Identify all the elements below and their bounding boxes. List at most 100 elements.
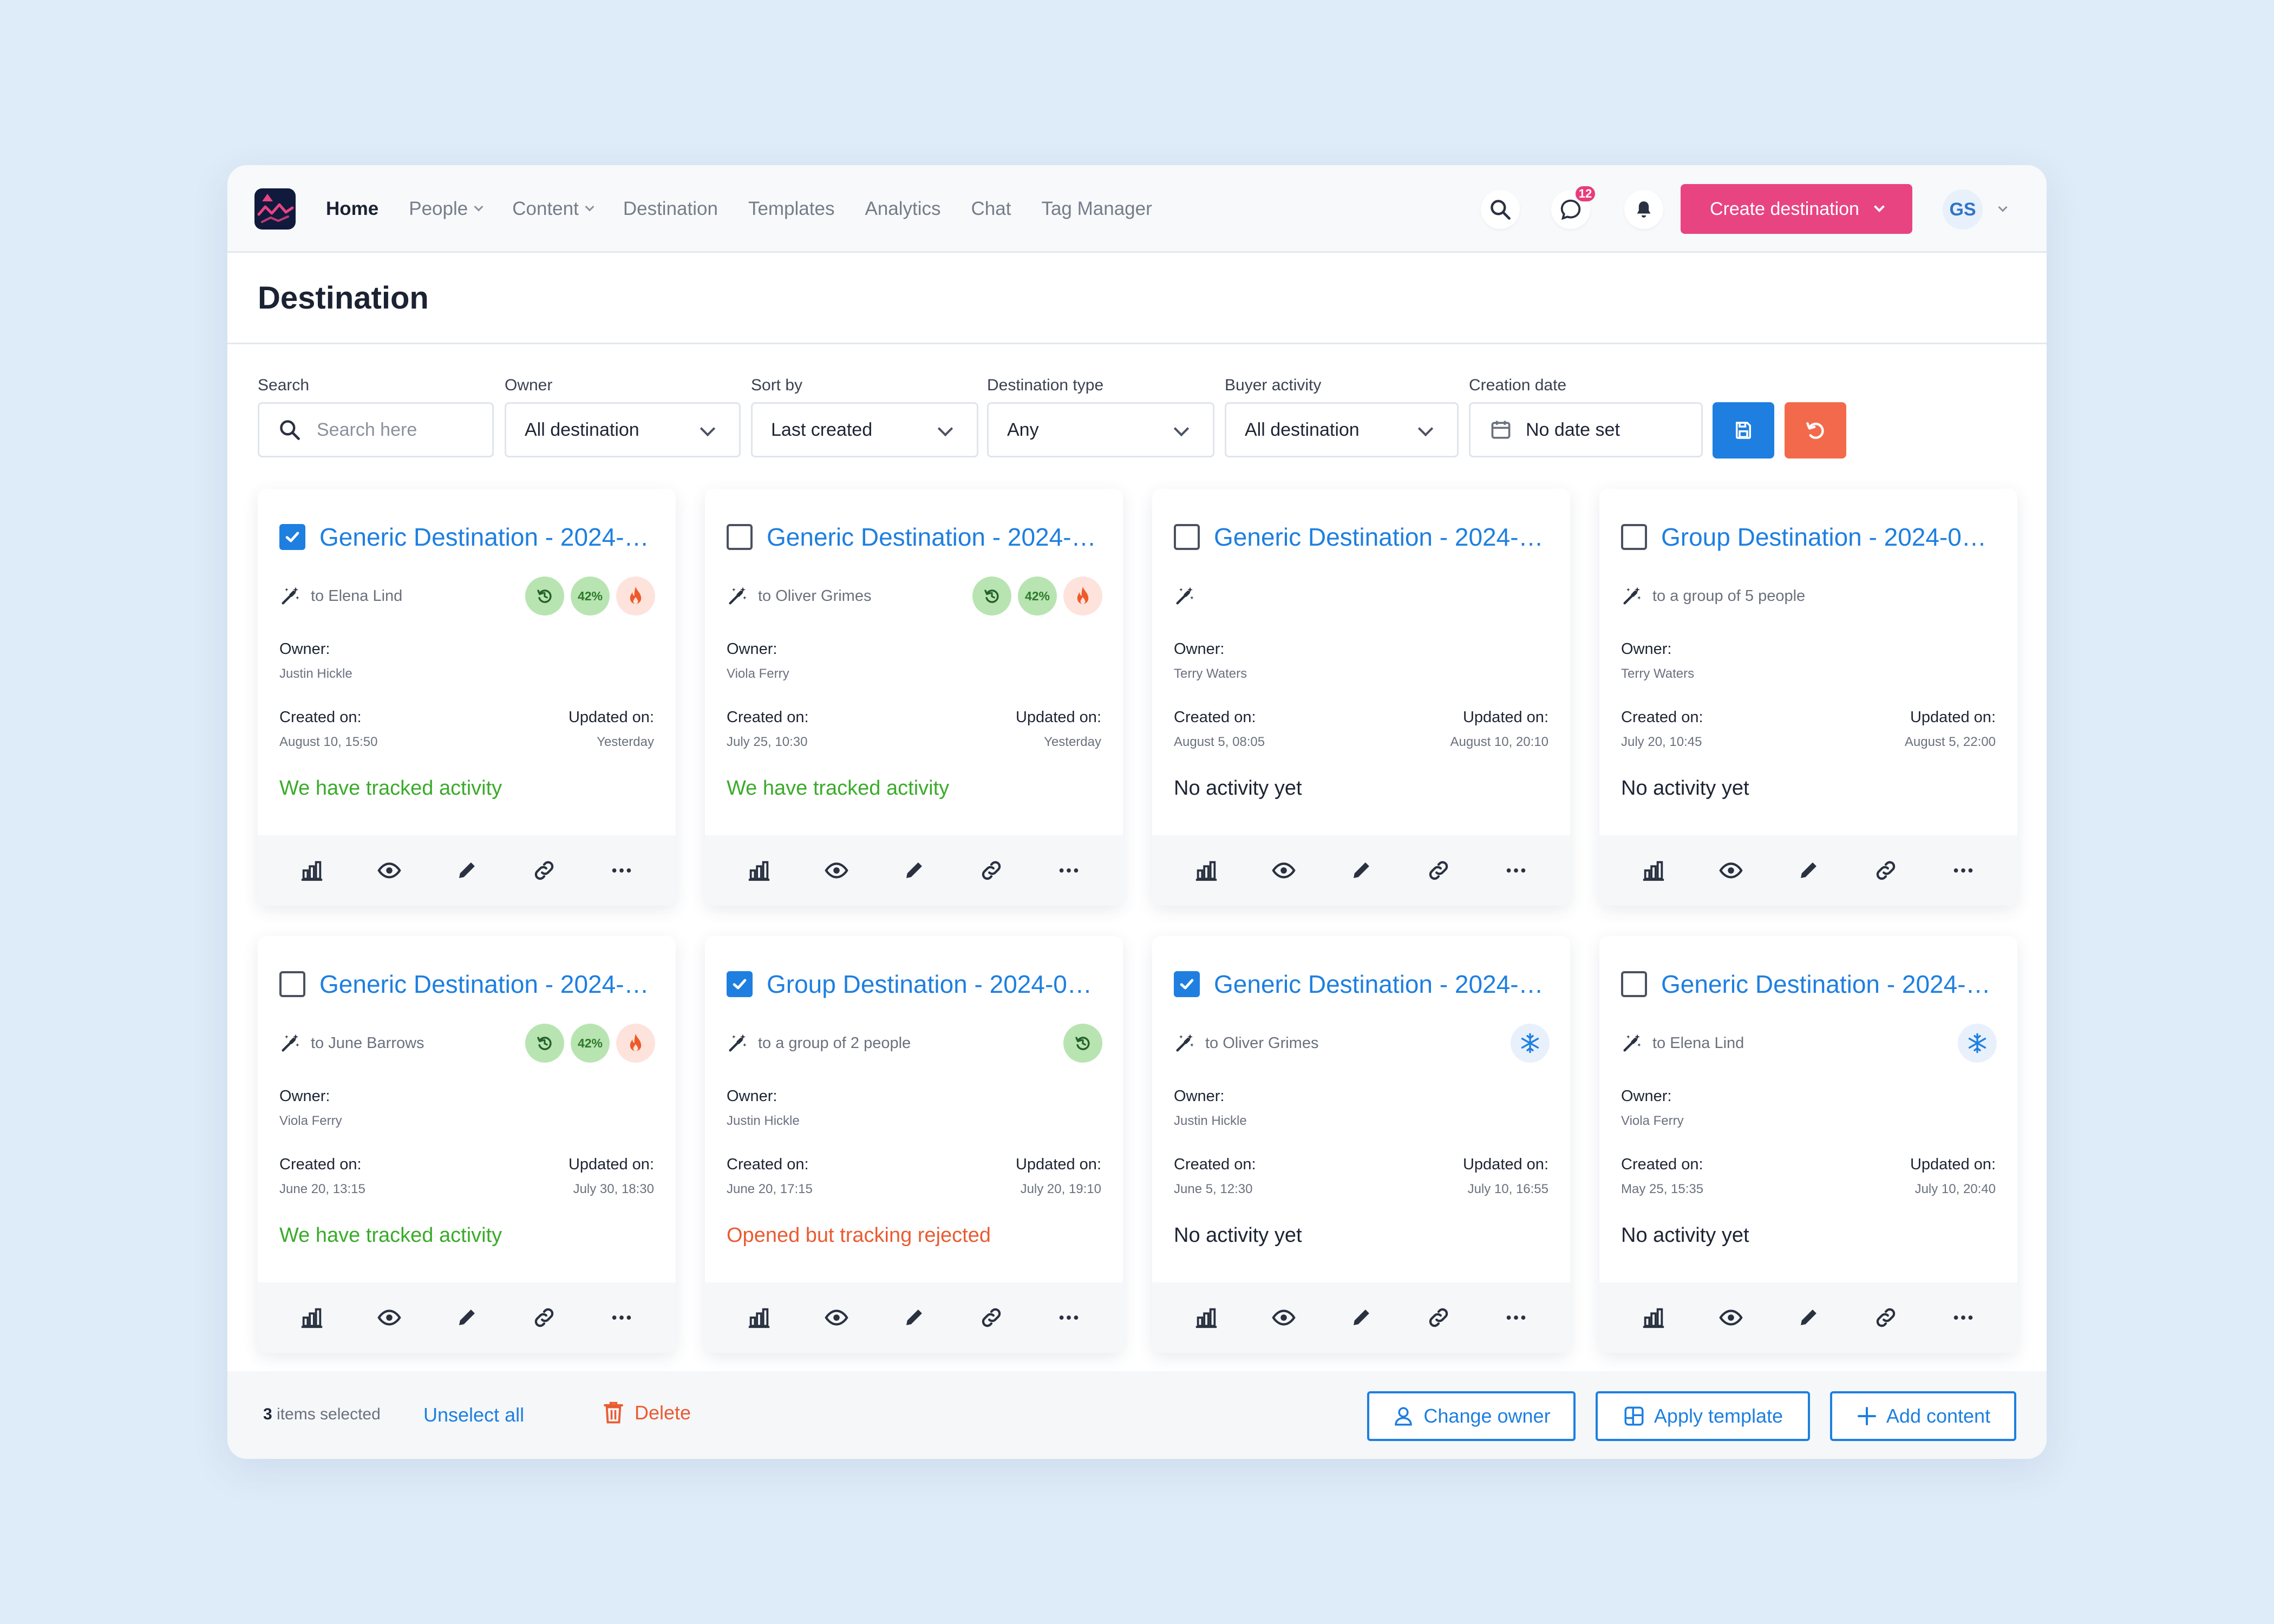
nav-templates[interactable]: Templates xyxy=(748,198,835,219)
select-checkbox[interactable] xyxy=(1174,524,1200,550)
search-button[interactable] xyxy=(1481,190,1520,229)
edit-button[interactable] xyxy=(1342,1299,1380,1337)
analytics-button[interactable] xyxy=(1187,852,1225,889)
nav-content[interactable]: Content xyxy=(512,198,594,220)
sort-select[interactable]: Last created xyxy=(751,402,978,457)
unselect-all-link[interactable]: Unselect all xyxy=(423,1404,525,1426)
preview-button[interactable] xyxy=(1265,1299,1303,1337)
copy-link-button[interactable] xyxy=(1420,852,1458,889)
card-title[interactable]: Generic Destination - 2024-06-05 xyxy=(1214,970,1553,998)
copy-link-button[interactable] xyxy=(1420,1299,1458,1337)
history-tag[interactable] xyxy=(525,577,564,615)
copy-link-button[interactable] xyxy=(525,852,563,889)
select-checkbox[interactable] xyxy=(1174,971,1200,997)
chat-button[interactable]: 12 xyxy=(1551,185,1597,229)
more-options-button[interactable] xyxy=(1944,852,1982,889)
user-avatar[interactable]: GS xyxy=(1943,189,1983,230)
add-content-button[interactable]: Add content xyxy=(1830,1391,2016,1441)
chevron-down-icon[interactable] xyxy=(1998,202,2008,212)
change-owner-button[interactable]: Change owner xyxy=(1367,1391,1576,1441)
link-icon xyxy=(1429,1308,1448,1327)
more-options-button[interactable] xyxy=(1497,1299,1535,1337)
more-options-button[interactable] xyxy=(1050,852,1088,889)
open-rate-tag[interactable]: 42% xyxy=(571,577,610,615)
select-checkbox[interactable] xyxy=(279,971,305,997)
card-title[interactable]: Group Destination - 2024-07-20 xyxy=(1661,523,2000,551)
hot-lead-tag[interactable] xyxy=(616,1024,655,1063)
card-title[interactable]: Generic Destination - 2024-07-25 xyxy=(767,523,1106,551)
nav-tag-manager[interactable]: Tag Manager xyxy=(1041,198,1152,219)
preview-button[interactable] xyxy=(370,1299,408,1337)
chevron-down-icon xyxy=(1874,201,1885,212)
copy-link-button[interactable] xyxy=(1867,1299,1905,1337)
card-header: Generic Destination - 2024-08-05 xyxy=(1174,522,1553,552)
hot-lead-tag[interactable] xyxy=(616,577,655,615)
edit-button[interactable] xyxy=(448,1299,486,1337)
card-title[interactable]: Generic Destination - 2024-05-25 xyxy=(1661,970,2000,998)
copy-link-button[interactable] xyxy=(972,852,1010,889)
nav-home[interactable]: Home xyxy=(326,198,379,219)
eye-icon xyxy=(1719,862,1743,879)
card-title[interactable]: Group Destination - 2024-06-20 xyxy=(767,970,1106,998)
create-destination-button[interactable]: Create destination xyxy=(1681,184,1912,234)
edit-button[interactable] xyxy=(895,852,933,889)
more-options-button[interactable] xyxy=(1944,1299,1982,1337)
nav-chat[interactable]: Chat xyxy=(971,198,1011,219)
owner-select[interactable]: All destination xyxy=(505,402,741,457)
open-rate-tag[interactable]: 42% xyxy=(571,1024,610,1063)
history-tag[interactable] xyxy=(1063,1024,1102,1063)
nav-people[interactable]: People xyxy=(409,198,483,220)
apply-template-button[interactable]: Apply template xyxy=(1596,1391,1810,1441)
preview-button[interactable] xyxy=(370,852,408,889)
nav-destination[interactable]: Destination xyxy=(623,198,718,219)
copy-link-button[interactable] xyxy=(972,1299,1010,1337)
hot-lead-tag[interactable] xyxy=(1063,577,1102,615)
history-tag[interactable] xyxy=(972,577,1011,615)
cold-lead-tag[interactable] xyxy=(1511,1024,1550,1063)
card-title[interactable]: Generic Destination - 2024-08-05 xyxy=(1214,523,1553,551)
app-logo[interactable] xyxy=(254,188,296,230)
copy-link-button[interactable] xyxy=(1867,852,1905,889)
analytics-button[interactable] xyxy=(1635,852,1672,889)
nav-analytics[interactable]: Analytics xyxy=(865,198,941,219)
search-input[interactable]: Search here xyxy=(258,402,494,457)
edit-button[interactable] xyxy=(1789,1299,1827,1337)
analytics-button[interactable] xyxy=(1635,1299,1672,1337)
card-title[interactable]: Generic Destination - 2024-08-10 xyxy=(319,523,658,551)
preview-button[interactable] xyxy=(1265,852,1303,889)
preview-button[interactable] xyxy=(1712,1299,1750,1337)
analytics-button[interactable] xyxy=(293,1299,331,1337)
buyer-activity-select[interactable]: All destination xyxy=(1225,402,1459,457)
analytics-button[interactable] xyxy=(1187,1299,1225,1337)
edit-button[interactable] xyxy=(1342,852,1380,889)
more-options-button[interactable] xyxy=(1497,852,1535,889)
analytics-button[interactable] xyxy=(740,852,778,889)
cold-lead-tag[interactable] xyxy=(1958,1024,1997,1063)
preview-button[interactable] xyxy=(818,852,855,889)
save-filter-button[interactable] xyxy=(1713,402,1774,459)
history-tag[interactable] xyxy=(525,1024,564,1063)
more-options-button[interactable] xyxy=(603,852,641,889)
notifications-button[interactable] xyxy=(1624,190,1663,229)
more-options-button[interactable] xyxy=(603,1299,641,1337)
edit-button[interactable] xyxy=(448,852,486,889)
analytics-button[interactable] xyxy=(293,852,331,889)
open-rate-tag[interactable]: 42% xyxy=(1018,577,1057,615)
select-checkbox[interactable] xyxy=(1621,524,1647,550)
edit-button[interactable] xyxy=(895,1299,933,1337)
select-checkbox[interactable] xyxy=(1621,971,1647,997)
analytics-button[interactable] xyxy=(740,1299,778,1337)
select-checkbox[interactable] xyxy=(279,524,305,550)
edit-button[interactable] xyxy=(1789,852,1827,889)
reset-filter-button[interactable] xyxy=(1785,402,1846,459)
type-select[interactable]: Any xyxy=(987,402,1214,457)
select-checkbox[interactable] xyxy=(727,971,753,997)
card-title[interactable]: Generic Destination - 2024-06-20 xyxy=(319,970,658,998)
select-checkbox[interactable] xyxy=(727,524,753,550)
copy-link-button[interactable] xyxy=(525,1299,563,1337)
more-options-button[interactable] xyxy=(1050,1299,1088,1337)
delete-button[interactable]: Delete xyxy=(602,1400,691,1425)
preview-button[interactable] xyxy=(818,1299,855,1337)
preview-button[interactable] xyxy=(1712,852,1750,889)
creation-date-picker[interactable]: No date set xyxy=(1469,402,1703,457)
